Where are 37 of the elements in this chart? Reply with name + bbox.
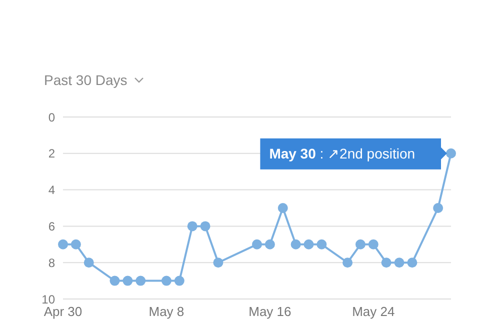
point — [368, 239, 378, 250]
y-tick-label: 4 — [48, 183, 56, 198]
point — [304, 239, 314, 250]
point — [122, 276, 133, 286]
point — [174, 276, 184, 286]
point — [161, 276, 172, 286]
point — [84, 258, 94, 268]
point — [136, 276, 146, 286]
point — [407, 258, 418, 268]
annotation: May 30 : ↗2nd position — [269, 145, 416, 162]
point — [58, 239, 68, 250]
chart-subtitle: Past 30 Days — [44, 72, 128, 88]
point — [342, 258, 353, 268]
point — [316, 239, 327, 250]
y-tick-label: 10 — [42, 292, 56, 306]
y-tick-label: 0 — [48, 110, 56, 124]
x-tick-label: Apr 30 — [44, 304, 82, 320]
y-tick-label: 8 — [48, 256, 56, 270]
point — [433, 203, 444, 213]
point — [278, 203, 288, 213]
point — [200, 221, 210, 232]
y-tick-label: 6 — [48, 219, 56, 234]
point — [110, 276, 120, 286]
point — [446, 148, 456, 158]
point — [264, 239, 275, 250]
point — [70, 239, 81, 250]
x-tick-label: May 8 — [148, 304, 184, 320]
point — [213, 258, 224, 268]
point — [187, 221, 198, 232]
x-tick-label: May 16 — [248, 304, 292, 320]
point — [355, 239, 366, 250]
point — [252, 239, 262, 250]
point — [381, 258, 392, 268]
point — [394, 258, 404, 268]
point — [290, 239, 301, 250]
x-tick-label: May 24 — [352, 304, 395, 320]
y-tick-label: 2 — [48, 146, 56, 161]
